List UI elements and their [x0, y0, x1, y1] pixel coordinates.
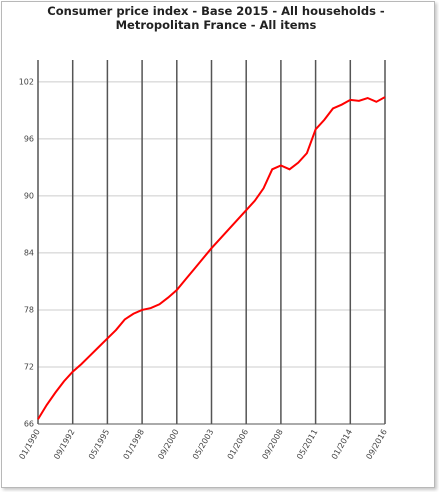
x-tick-label: 05/2003 [191, 428, 215, 461]
data-line [37, 96, 386, 420]
y-tick-label: 72 [24, 362, 34, 371]
x-tick-label: 09/2000 [156, 428, 180, 461]
y-tick-label: 90 [24, 191, 34, 200]
x-tick-label: 09/2008 [260, 428, 284, 461]
x-tick-label: 05/1995 [87, 428, 111, 461]
y-tick-label: 78 [24, 305, 34, 314]
x-tick-label: 01/2006 [226, 428, 250, 461]
y-tick-label: 84 [24, 248, 34, 257]
x-tick-label: 01/1998 [122, 428, 146, 461]
x-tick-label: 09/2016 [364, 428, 388, 461]
y-tick-label: 96 [24, 134, 34, 143]
chart-title: Consumer price index - Base 2015 - All h… [47, 4, 385, 32]
x-tick-label: 01/1990 [17, 428, 41, 461]
x-tick-label: 05/2011 [295, 428, 319, 461]
x-tick-label: 09/1992 [52, 428, 76, 461]
y-tick-label: 102 [19, 77, 34, 86]
y-tick-label: 66 [24, 420, 34, 429]
x-tick-label: 01/2014 [330, 428, 354, 461]
